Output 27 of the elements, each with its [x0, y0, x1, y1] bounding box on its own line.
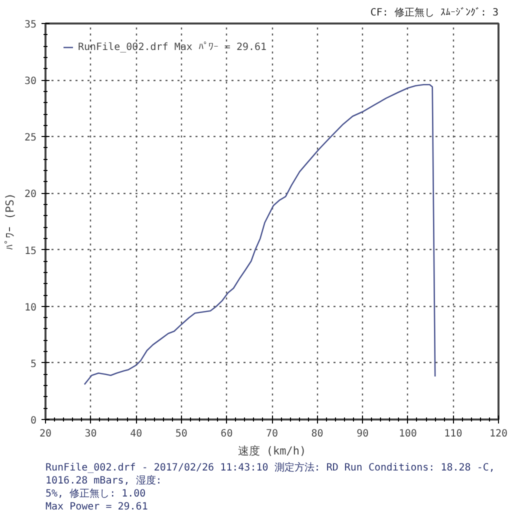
x-tick-label: 30 — [84, 428, 97, 440]
x-tick-label: 20 — [39, 428, 52, 440]
x-tick-label: 110 — [444, 428, 462, 440]
line-series — [84, 84, 436, 386]
y-tick-label: 20 — [24, 189, 37, 200]
y-tick-label: 25 — [24, 132, 37, 144]
text: Max Power = 29.61 — [46, 502, 148, 512]
x-tick-label: 120 — [489, 428, 508, 440]
x-axis-title: 速度 (km/h) — [238, 444, 306, 458]
text: 5%, 修正無し: 1.00 — [46, 488, 146, 500]
x-tick-label: 60 — [220, 428, 233, 440]
text: CF: 修正無し ｽﾑｰｼﾞﾝｸﾞ: 3 — [370, 6, 499, 18]
y-tick-label: 5 — [30, 358, 37, 370]
x-tick-label: 90 — [356, 428, 369, 440]
x-tick-label: 70 — [266, 428, 278, 440]
y-tick-label: 0 — [30, 416, 37, 426]
y-tick-label: 30 — [24, 76, 37, 88]
y-axis-title: ﾊﾟﾜｰ (PS) — [3, 192, 16, 250]
legend-label: RunFile_002.drf Max ﾊﾟﾜｰ = 29.61 — [78, 41, 267, 53]
y-tick-label: 10 — [24, 302, 37, 314]
x-tick-label: 80 — [311, 428, 324, 440]
x-tick-label: 100 — [398, 428, 417, 440]
x-tick-label: 50 — [175, 428, 188, 440]
y-tick-label: 15 — [24, 246, 37, 257]
x-tick-label: 40 — [130, 428, 142, 440]
y-tick-label: 35 — [24, 20, 37, 30]
text: RunFile_002.drf - 2017/02/26 11:43:10 測定方法: RD Run Conditions: 18.28 -C, 1016.28 mBars, 湿度: — [46, 462, 495, 486]
